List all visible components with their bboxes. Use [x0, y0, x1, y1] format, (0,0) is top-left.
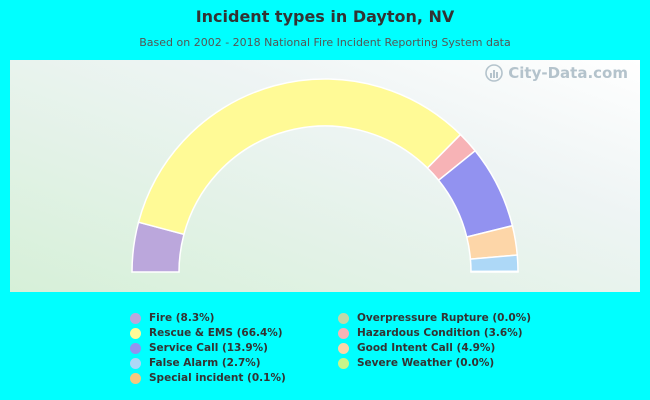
legend-item: Fire (8.3%) — [130, 311, 338, 325]
chart-legend: Fire (8.3%) Overpressure Rupture (0.0%) Re… — [130, 311, 610, 385]
legend-item: Severe Weather (0.0%) — [338, 356, 578, 370]
legend-item: Service Call (13.9%) — [130, 341, 338, 355]
half-donut-chart — [131, 78, 519, 273]
legend-label: Service Call (13.9%) — [149, 342, 268, 354]
legend-label: Rescue & EMS (66.4%) — [149, 327, 283, 339]
legend-swatch — [130, 327, 141, 339]
donut-slice-6 — [470, 270, 519, 273]
legend-swatch — [130, 342, 141, 354]
legend-item: Overpressure Rupture (0.0%) — [338, 311, 578, 325]
legend-label: Hazardous Condition (3.6%) — [357, 327, 523, 339]
donut-slice-1 — [137, 78, 462, 236]
legend-swatch — [130, 372, 141, 384]
chart-title: Incident types in Dayton, NV — [195, 7, 455, 26]
legend-swatch — [130, 357, 141, 369]
legend-label: Good Intent Call (4.9%) — [357, 342, 496, 354]
legend-label: Fire (8.3%) — [149, 312, 215, 324]
legend-item: Rescue & EMS (66.4%) — [130, 326, 338, 340]
watermark-text: City-Data.com — [508, 64, 628, 82]
legend-label: Severe Weather (0.0%) — [357, 357, 495, 369]
chart-panel: City-Data.com — [10, 60, 640, 292]
chart-subtitle: Based on 2002 - 2018 National Fire Incid… — [139, 36, 511, 49]
legend-item: Hazardous Condition (3.6%) — [338, 326, 578, 340]
legend-swatch — [338, 357, 349, 369]
legend-swatch — [338, 327, 349, 339]
legend-item: False Alarm (2.7%) — [130, 356, 338, 370]
legend-swatch — [338, 342, 349, 354]
legend-item: Good Intent Call (4.9%) — [338, 341, 578, 355]
legend-label: Overpressure Rupture (0.0%) — [357, 312, 532, 324]
legend-label: Special incident (0.1%) — [149, 372, 286, 384]
legend-label: False Alarm (2.7%) — [149, 357, 261, 369]
city-data-logo-icon — [485, 64, 504, 82]
legend-item: Special incident (0.1%) — [130, 371, 338, 385]
legend-swatch — [130, 312, 141, 324]
watermark: City-Data.com — [485, 64, 628, 82]
legend-swatch — [338, 312, 349, 324]
